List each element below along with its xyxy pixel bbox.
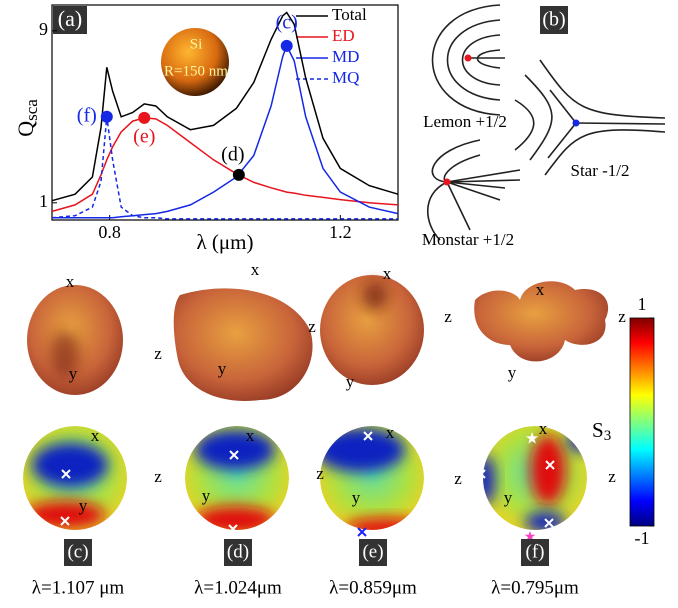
series-line — [51, 117, 399, 213]
column-labels: (c) λ=1.107 μm (d) λ=1.024μm (e) λ=0.859μm (f)… — [32, 539, 579, 598]
axis-letter: x — [246, 426, 255, 445]
x-axis-label: λ (μm) — [196, 230, 253, 254]
axis-letter: y — [218, 359, 227, 378]
axis-indicators: x z y x z y x z y x z y x z y x z y x z y x z y — [66, 260, 626, 515]
lemon-label: Lemon +1/2 — [423, 112, 507, 131]
series-line — [52, 43, 399, 219]
axis-letter: z — [608, 467, 616, 486]
marked-point — [100, 110, 113, 123]
lemon-diagram — [431, 4, 505, 116]
axis-letter: x — [251, 260, 260, 279]
monstar-diagram — [426, 139, 521, 241]
panel-label: (b) — [542, 9, 565, 31]
sphere-c — [23, 426, 127, 530]
axis-letter: z — [444, 307, 452, 326]
axis-letter: y — [508, 363, 517, 382]
point-label: (f) — [77, 104, 97, 126]
marked-point — [232, 168, 245, 181]
sphere-e — [320, 426, 424, 530]
column-label: (d) — [227, 541, 249, 562]
marked-point — [280, 39, 293, 52]
axis-letter: x — [383, 264, 392, 283]
pattern-shade — [51, 331, 79, 379]
point-label: (e) — [133, 125, 155, 147]
point-label: (d) — [221, 143, 244, 165]
axis-letter: x — [66, 272, 75, 291]
wavelength-label: λ=1.024μm — [194, 577, 282, 598]
y-tick-label: 1 — [39, 191, 48, 211]
star-diagram — [514, 59, 666, 176]
wavelength-label: λ=0.859μm — [329, 577, 417, 598]
pattern-shade — [363, 282, 387, 310]
column-label: (e) — [362, 541, 383, 562]
sphere-d — [185, 426, 289, 530]
axis-letter: z — [618, 307, 626, 326]
panel-label-box — [53, 6, 87, 34]
axis-letter: y — [352, 488, 361, 507]
colorbar-label-sub: 3 — [604, 428, 612, 444]
axis-letter: y — [504, 488, 513, 507]
axis-letter: z — [154, 344, 162, 363]
legend-label: MQ — [332, 68, 359, 87]
pattern-f — [474, 281, 609, 362]
x-tick-label: 1.2 — [329, 222, 352, 242]
legend-label: MD — [332, 47, 359, 66]
axis-letter: x — [539, 419, 548, 438]
y-tick-label: 9 — [39, 19, 48, 39]
legend-label: Total — [332, 5, 367, 24]
axis-letter: x — [386, 423, 395, 442]
inset-sphere — [161, 28, 229, 96]
panel-label: (a) — [58, 6, 82, 31]
pattern-e — [320, 275, 424, 385]
monstar-label: Monstar +1/2 — [422, 230, 514, 249]
axis-letter: x — [536, 280, 545, 299]
y-axis-label-main: Q — [13, 121, 38, 137]
inset-radius: R=150 nm — [164, 63, 228, 79]
axis-letter: z — [454, 469, 462, 488]
legend-label: ED — [332, 26, 355, 45]
y-axis-label-sub: sca — [22, 99, 41, 121]
axis-letter: x — [91, 426, 100, 445]
column-label-box — [224, 539, 252, 566]
column-label: (f) — [526, 541, 545, 562]
star-mark: ★ — [525, 431, 539, 448]
colorbar-label: S3 — [592, 418, 611, 445]
inset-material: Si — [190, 36, 203, 52]
column-label-box — [359, 539, 387, 566]
singularity-marks — [60, 431, 555, 537]
wavelength-label: λ=0.795μm — [491, 577, 579, 598]
series-line — [51, 116, 398, 220]
sphere-f — [483, 426, 587, 530]
axis-letter: y — [79, 496, 88, 515]
colorbar-tick-label: 1 — [638, 294, 647, 314]
column-label-box — [64, 539, 92, 566]
axis-letter: y — [346, 372, 355, 391]
axis-letter: y — [69, 364, 78, 383]
x-tick-label: 0.8 — [98, 222, 121, 242]
axis-letter: z — [154, 467, 162, 486]
colorbar-tick-label: -1 — [635, 528, 650, 548]
panel-label-box — [540, 6, 568, 34]
column-label-box — [521, 539, 549, 566]
marked-point — [138, 111, 151, 124]
column-label: (c) — [67, 541, 88, 562]
axis-letter: z — [308, 317, 316, 336]
axis-letter: y — [202, 486, 211, 505]
y-axis-label: Qsca — [13, 99, 41, 137]
wavelength-label: λ=1.107 μm — [32, 577, 125, 598]
legend: Total ED MD MQ — [296, 5, 367, 87]
colorbar: 1 -1 S3 — [592, 294, 655, 548]
plot-frame — [51, 4, 399, 221]
point-label: (c) — [276, 11, 298, 33]
star-label: Star -1/2 — [570, 161, 629, 180]
colorbar-label-main: S — [592, 418, 604, 442]
series-line — [51, 11, 399, 202]
axis-letter: z — [316, 464, 324, 483]
pattern-d — [173, 288, 313, 401]
